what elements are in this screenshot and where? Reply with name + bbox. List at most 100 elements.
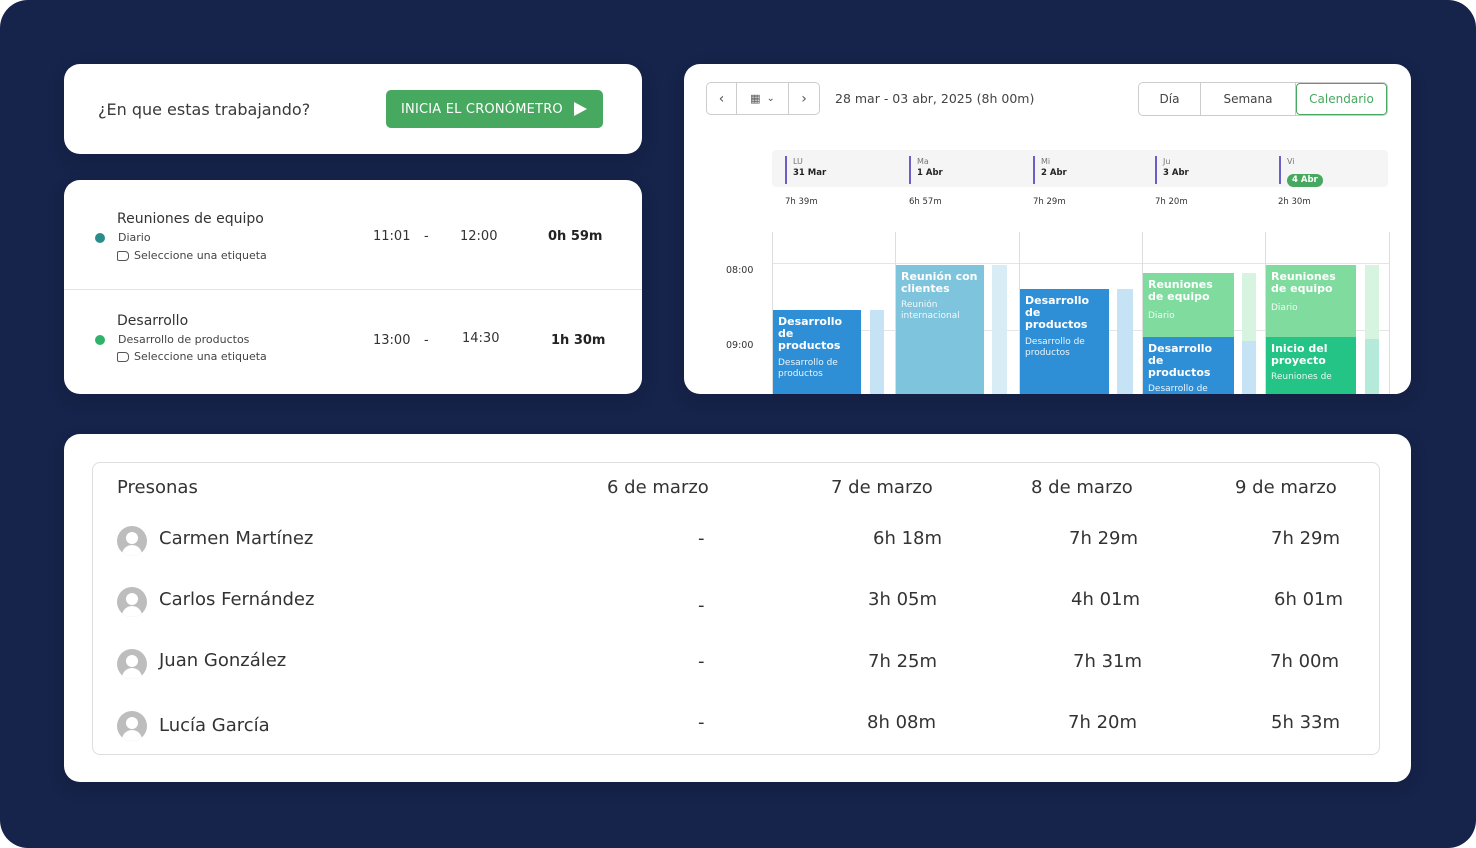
cell-value: 7h 31m: [1073, 651, 1143, 672]
cell-value: 8h 08m: [867, 712, 937, 733]
entry-title: Desarrollo: [117, 313, 189, 329]
day-date: 31 Mar: [793, 168, 827, 178]
day-total: 6h 57m: [909, 197, 942, 207]
event-strip: [1242, 341, 1256, 394]
event-title: Desarrollo de productos: [1025, 294, 1090, 331]
team-hours-table: Presonas 6 de marzo 7 de marzo 8 de marz…: [92, 462, 1380, 755]
cell-value: 5h 33m: [1271, 712, 1341, 733]
day-gridline: [1142, 232, 1143, 394]
table-row[interactable]: Carmen Martínez - 6h 18m 7h 29m 7h 29m: [93, 522, 1381, 562]
entry-start[interactable]: 11:01: [373, 229, 411, 244]
prev-week-button[interactable]: ‹: [707, 83, 737, 114]
time-entry[interactable]: Reuniones de equipo Diario Seleccione un…: [64, 180, 642, 290]
entry-end[interactable]: 12:00: [460, 229, 498, 244]
day-date: 1 Abr: [917, 168, 943, 178]
project-color-dot: [95, 335, 105, 345]
cell-value: -: [698, 528, 705, 549]
person-name: Carlos Fernández: [159, 589, 315, 610]
day-gridline: [895, 232, 896, 394]
calendar-event[interactable]: Reunión con clientes Reunión internacion…: [896, 265, 984, 394]
day-header[interactable]: Ma 1 Abr: [909, 156, 943, 184]
calendar-event[interactable]: Desarrollo de productos Desarrollo de pr…: [773, 310, 861, 394]
cell-value: 7h 29m: [1271, 528, 1341, 549]
tag-icon: [117, 250, 129, 261]
entry-end[interactable]: 14:30: [462, 331, 500, 346]
hour-label: 08:00: [726, 265, 754, 276]
calendar-card: ‹ ▦ ⌄ › 28 mar - 03 abr, 2025 (8h 00m) D…: [684, 64, 1411, 394]
day-date: 3 Abr: [1163, 168, 1189, 178]
avatar: [117, 526, 147, 556]
cell-value: 7h 20m: [1068, 712, 1138, 733]
event-strip: [870, 310, 884, 394]
time-entry[interactable]: Desarrollo Desarrollo de productos Selec…: [64, 290, 642, 394]
today-badge: 4 Abr: [1287, 174, 1323, 187]
day-header[interactable]: Mi 2 Abr: [1033, 156, 1067, 184]
event-subtitle: Diario: [1271, 303, 1298, 313]
cell-value: -: [698, 712, 705, 733]
event-subtitle: Desarrollo de productos: [1025, 337, 1085, 358]
view-week-button[interactable]: Semana: [1201, 83, 1296, 115]
play-icon: [574, 102, 587, 116]
day-header-row: LU 31 Mar Ma 1 Abr Mi 2 Abr Ju 3 Abr Vi …: [772, 150, 1388, 187]
day-abbr: Mi: [1041, 157, 1051, 166]
view-day-button[interactable]: Día: [1139, 83, 1201, 115]
calendar-event[interactable]: Desarrollo de productos Desarrollo de pr…: [1020, 289, 1109, 394]
entry-title: Reuniones de equipo: [117, 211, 264, 227]
day-abbr: Ma: [917, 157, 929, 166]
day-gridline: [772, 232, 773, 394]
chevron-right-icon: ›: [801, 90, 807, 107]
day-date: 2 Abr: [1041, 168, 1067, 178]
day-gridline: [1019, 232, 1020, 394]
entry-separator: -: [424, 229, 429, 244]
person-name: Carmen Martínez: [159, 528, 314, 549]
cell-value: 7h 29m: [1069, 528, 1139, 549]
column-header-date: 8 de marzo: [1031, 477, 1133, 498]
day-total: 7h 39m: [785, 197, 818, 207]
calendar-event[interactable]: Inicio del proyecto Reuniones de: [1266, 337, 1356, 394]
avatar: [117, 711, 147, 741]
day-total: 2h 30m: [1278, 197, 1311, 207]
table-row[interactable]: Lucía García - 8h 08m 7h 20m 5h 33m: [93, 707, 1381, 747]
view-switcher: Día Semana Calendario: [1138, 82, 1388, 116]
event-subtitle: Reuniones de: [1271, 372, 1332, 382]
entry-project: Desarrollo de productos: [118, 333, 250, 346]
date-picker-button[interactable]: ▦ ⌄: [737, 83, 789, 114]
date-range: 28 mar - 03 abr, 2025 (8h 00m): [835, 91, 1035, 106]
cell-value: 7h 25m: [868, 651, 938, 672]
day-total: 7h 20m: [1155, 197, 1188, 207]
calendar-grid: Desarrollo de productos Desarrollo de pr…: [772, 232, 1390, 394]
next-week-button[interactable]: ›: [789, 83, 819, 114]
calendar-event[interactable]: Reuniones de equipo Diario: [1143, 273, 1234, 337]
day-header[interactable]: Ju 3 Abr: [1155, 156, 1189, 184]
event-subtitle: Diario: [1148, 311, 1175, 321]
event-title: Reuniones de equipo: [1148, 278, 1213, 303]
hour-gridline: [772, 263, 1390, 264]
calendar-event[interactable]: Reuniones de equipo Diario: [1266, 265, 1356, 337]
start-timer-button[interactable]: INICIA EL CRONÓMETRO: [386, 90, 603, 128]
event-title: Inicio del proyecto: [1271, 342, 1328, 367]
calendar-event[interactable]: Desarrollo de productos Desarrollo de: [1143, 337, 1234, 394]
day-gridline: [1389, 232, 1390, 394]
cell-value: -: [698, 595, 705, 616]
cell-value: 6h 01m: [1274, 589, 1344, 610]
day-header[interactable]: LU 31 Mar: [785, 156, 826, 184]
task-question[interactable]: ¿En que estas trabajando?: [98, 100, 311, 119]
tag-selector[interactable]: Seleccione una etiqueta: [117, 249, 267, 262]
event-subtitle: Reunión internacional: [901, 300, 960, 321]
column-header-date: 9 de marzo: [1235, 477, 1337, 498]
cell-value: 7h 00m: [1270, 651, 1340, 672]
event-strip: [1117, 289, 1133, 394]
day-gridline: [1265, 232, 1266, 394]
entry-start[interactable]: 13:00: [373, 333, 411, 348]
table-row[interactable]: Juan González - 7h 25m 7h 31m 7h 00m: [93, 644, 1381, 684]
day-abbr: Vi: [1287, 157, 1295, 166]
day-abbr: Ju: [1163, 157, 1171, 166]
view-calendar-button[interactable]: Calendario: [1296, 83, 1387, 115]
day-header[interactable]: Vi 4 Abr: [1279, 156, 1323, 187]
table-row[interactable]: Carlos Fernández - 3h 05m 4h 01m 6h 01m: [93, 583, 1381, 623]
cell-value: -: [698, 651, 705, 672]
event-strip: [1242, 273, 1256, 341]
tag-selector[interactable]: Seleccione una etiqueta: [117, 350, 267, 363]
entry-duration: 0h 59m: [548, 229, 603, 244]
